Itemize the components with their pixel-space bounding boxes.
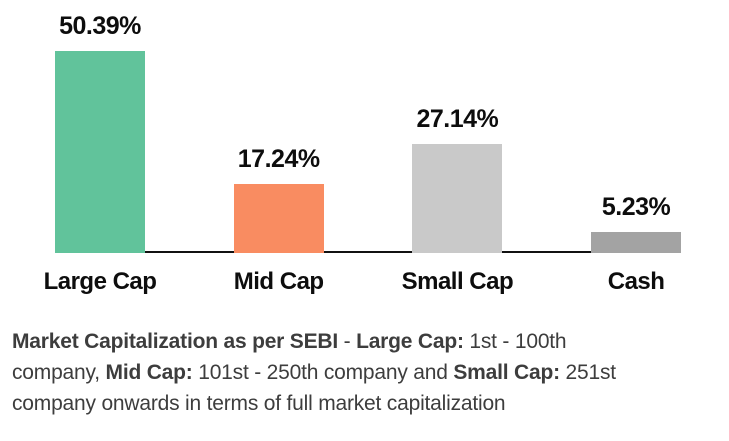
bar-value-label-large-cap: 50.39% xyxy=(59,12,141,40)
footnote-segment: 251st xyxy=(559,361,617,384)
footnote-line-1: Market Capitalization as per SEBI - Larg… xyxy=(12,326,722,357)
x-axis-label-small-cap: Small Cap xyxy=(401,268,514,295)
footnote-line-3: company onwards in terms of full market … xyxy=(12,388,722,419)
bar-value-label-small-cap: 27.14% xyxy=(416,105,499,133)
bar-large-cap xyxy=(55,51,145,253)
footnote-segment: Small Cap: xyxy=(453,361,560,384)
bar-small-cap xyxy=(412,144,503,253)
x-axis-labels: Large Cap Mid Cap Small Cap Cash xyxy=(0,267,729,301)
x-axis-label-cash: Cash xyxy=(607,268,665,295)
bar-value-label-cash: 5.23% xyxy=(601,193,671,221)
footnote-segment: Market Capitalization as per SEBI xyxy=(12,330,338,353)
bar-cash xyxy=(591,232,682,253)
footnote-segment: Large Cap: xyxy=(356,330,464,353)
footnote-segment: 101st - 250th company and xyxy=(192,361,454,384)
chart-footnote: Market Capitalization as per SEBI - Larg… xyxy=(12,326,722,419)
x-axis-line xyxy=(55,251,681,253)
footnote-segment: company, xyxy=(12,361,106,384)
footnote-line-2: company, Mid Cap: 101st - 250th company … xyxy=(12,357,722,388)
bar-mid-cap xyxy=(233,184,324,253)
x-axis-label-large-cap: Large Cap xyxy=(43,268,157,295)
bar-value-label-mid-cap: 17.24% xyxy=(237,145,320,173)
footnote-segment: - xyxy=(338,330,357,353)
footnote-segment: 1st - 100th xyxy=(463,330,567,353)
footnote-segment: company onwards in terms of full market … xyxy=(12,392,506,415)
footnote-segment: Mid Cap: xyxy=(105,361,193,384)
x-axis-label-mid-cap: Mid Cap xyxy=(233,268,324,295)
bar-chart-plot: 50.39% 17.24% 27.14% 5.23% xyxy=(55,12,682,253)
